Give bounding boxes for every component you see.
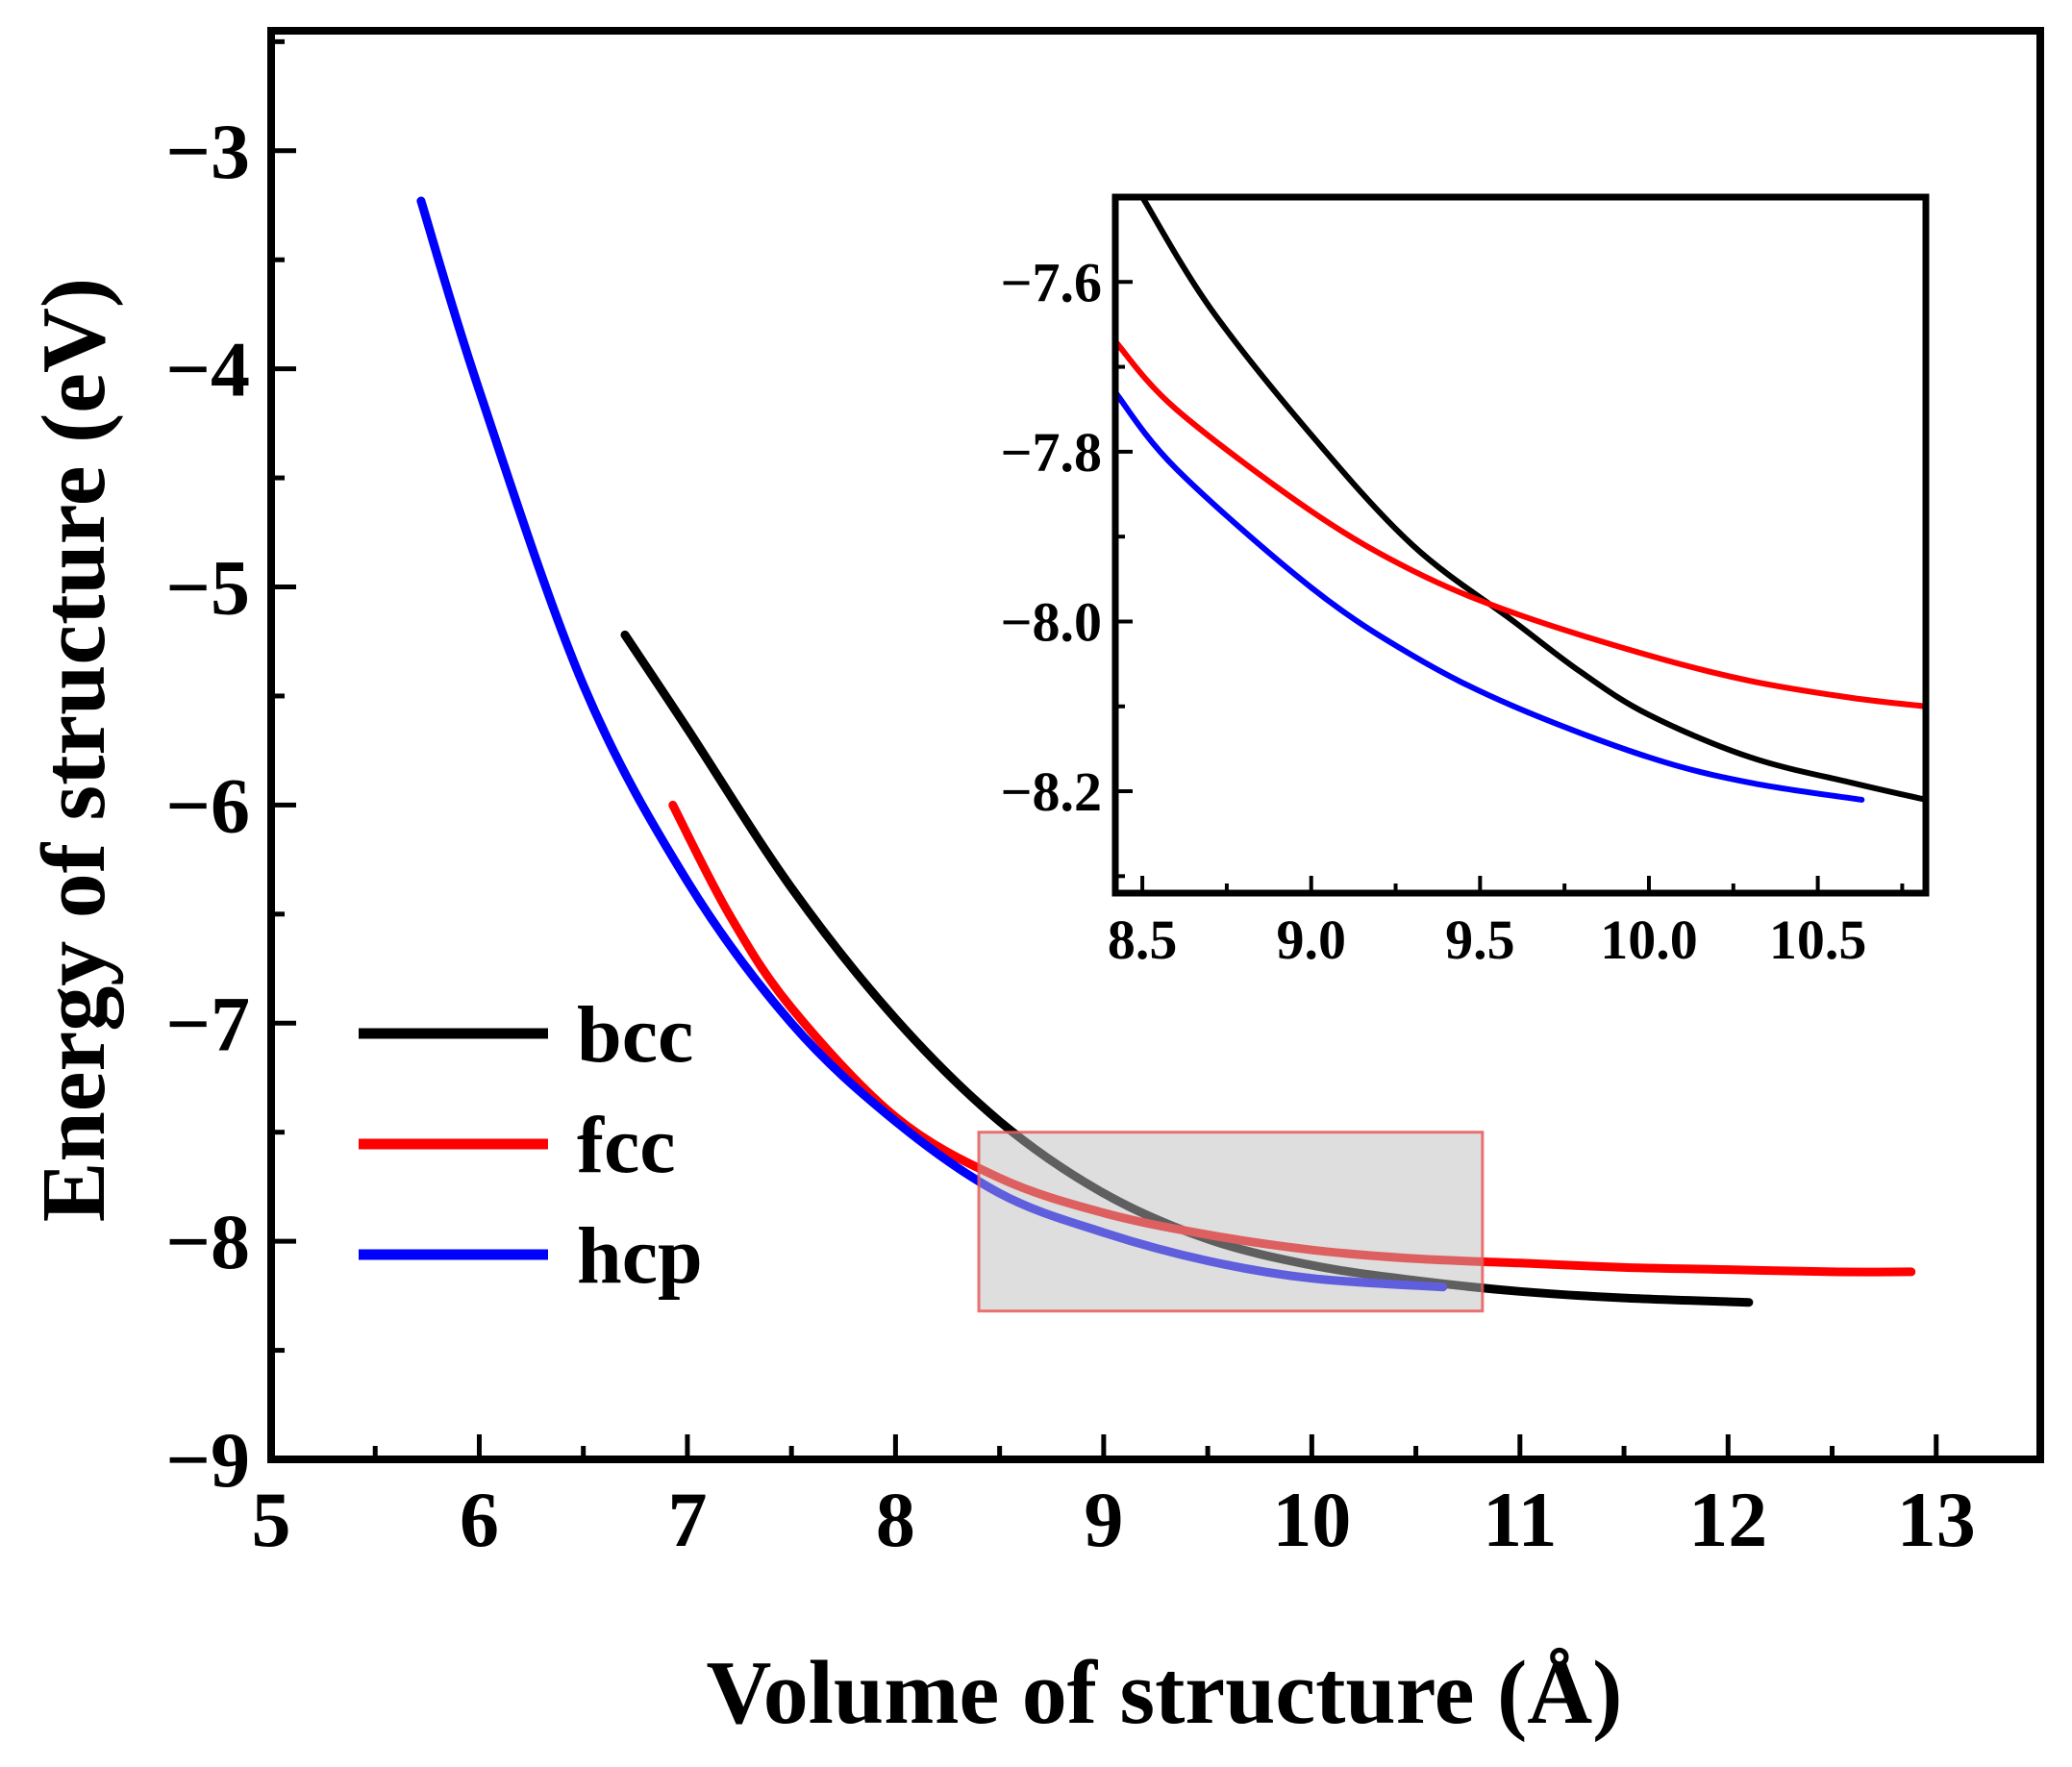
y-tick-label: −8 — [165, 1198, 250, 1285]
inset-x-tick-label: 10.5 — [1769, 908, 1867, 971]
legend-label-fcc: fcc — [577, 1101, 676, 1190]
legend-label-bcc: bcc — [577, 990, 693, 1080]
x-tick-label: 10 — [1272, 1476, 1351, 1563]
inset-series-line-fcc — [1115, 338, 1926, 709]
inset-background — [1115, 197, 1926, 893]
zoom-highlight-region — [977, 1131, 1485, 1313]
inset-y-tick-label: −7.8 — [1000, 421, 1102, 484]
inset-plot: 8.5 9.0 9.5 10.0 10.5 −7.6 −7.8 −8.0 −8.2 — [1000, 193, 1930, 971]
y-tick-label: −6 — [165, 761, 250, 849]
x-tick-label: 5 — [252, 1476, 291, 1563]
x-tick-label: 12 — [1688, 1476, 1767, 1563]
x-tick-label: 7 — [667, 1476, 707, 1563]
axis-labels: Volume of structure (Å) Energy of struct… — [24, 278, 1622, 1743]
x-tick-label: 8 — [876, 1476, 915, 1563]
y-tick-label: −5 — [165, 544, 250, 632]
inset-y-tick-label: −7.6 — [1000, 251, 1102, 313]
inset-series-line-hcp — [1115, 389, 1865, 803]
y-tick-label: −9 — [165, 1416, 250, 1504]
main-plot: 5 6 7 8 9 10 11 12 13 −3 −4 −5 −6 −7 −8 −9 — [165, 27, 2044, 1563]
inset-x-tick-label: 9.0 — [1276, 908, 1346, 971]
inset-frame — [1111, 193, 1930, 897]
x-tick-label: 13 — [1897, 1476, 1976, 1563]
x-tick-label: 11 — [1483, 1476, 1557, 1563]
y-axis-label: Energy of structure (eV) — [24, 278, 124, 1222]
legend: bcc fcc hcp — [359, 990, 703, 1301]
inset-series-group — [1115, 197, 1926, 803]
y-tick-label: −3 — [165, 108, 250, 195]
x-tick-label: 6 — [460, 1476, 499, 1563]
inset-series-line-bcc — [1139, 197, 1926, 803]
x-tick-label: 9 — [1084, 1476, 1123, 1563]
x-axis-label: Volume of structure (Å) — [707, 1643, 1623, 1743]
inset-x-tick-label: 10.0 — [1600, 908, 1698, 971]
inset-x-tick-label: 8.5 — [1108, 908, 1178, 971]
legend-label-hcp: hcp — [577, 1211, 703, 1301]
y-tick-label: −4 — [165, 326, 250, 413]
inset-y-tick-label: −8.0 — [1000, 590, 1102, 653]
plot-frame — [267, 27, 2044, 1463]
inset-x-tick-label: 9.5 — [1445, 908, 1515, 971]
inset-y-tick-label: −8.2 — [1000, 760, 1102, 823]
y-tick-label: −7 — [165, 980, 250, 1067]
